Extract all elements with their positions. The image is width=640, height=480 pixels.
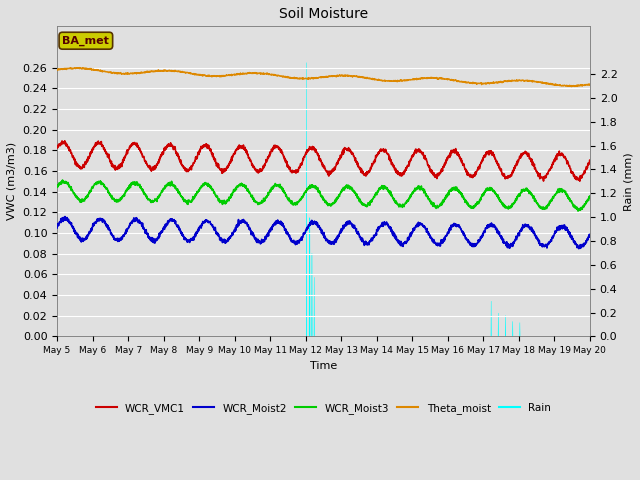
Text: BA_met: BA_met — [63, 36, 109, 46]
Y-axis label: VWC (m3/m3): VWC (m3/m3) — [7, 142, 17, 220]
Legend: WCR_VMC1, WCR_Moist2, WCR_Moist3, Theta_moist, Rain: WCR_VMC1, WCR_Moist2, WCR_Moist3, Theta_… — [92, 399, 556, 418]
Y-axis label: Rain (mm): Rain (mm) — [623, 152, 633, 211]
X-axis label: Time: Time — [310, 360, 337, 371]
Title: Soil Moisture: Soil Moisture — [279, 7, 368, 21]
